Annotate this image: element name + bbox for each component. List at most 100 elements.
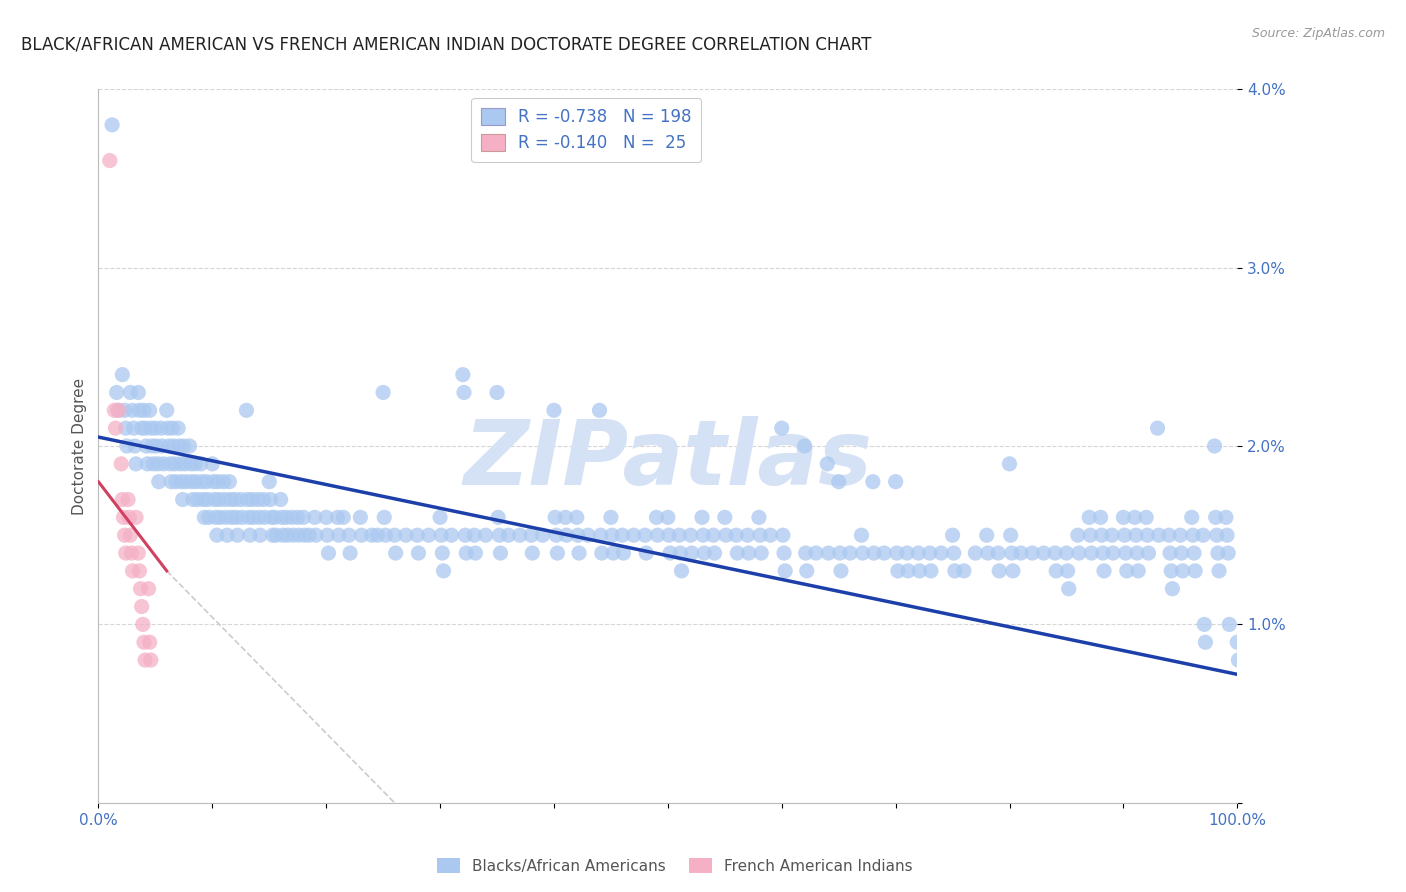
Point [122, 421, 145, 435]
Point [114, 421, 136, 435]
Point [315, 510, 337, 524]
Point [107, 403, 129, 417]
Point [1045, 564, 1067, 578]
Point [1080, 528, 1102, 542]
Point [647, 528, 669, 542]
Point [852, 546, 875, 560]
Point [135, 439, 157, 453]
Point [146, 457, 169, 471]
Point [454, 528, 477, 542]
Point [886, 546, 908, 560]
Point [226, 528, 249, 542]
Point [218, 475, 240, 489]
Point [198, 510, 221, 524]
Point [332, 510, 354, 524]
Point [120, 546, 142, 560]
Point [918, 546, 941, 560]
Point [191, 475, 214, 489]
Point [236, 492, 259, 507]
Point [148, 475, 170, 489]
Point [305, 528, 328, 542]
Point [101, 118, 124, 132]
Point [1215, 510, 1237, 524]
Point [817, 546, 839, 560]
Point [1157, 528, 1180, 542]
Point [132, 635, 155, 649]
Point [737, 528, 759, 542]
Point [453, 385, 475, 400]
Point [138, 582, 160, 596]
Point [839, 546, 862, 560]
Point [977, 546, 1000, 560]
Point [111, 368, 134, 382]
Point [105, 385, 128, 400]
Point [773, 564, 796, 578]
Point [132, 403, 155, 417]
Point [270, 492, 292, 507]
Point [145, 421, 167, 435]
Point [1170, 546, 1192, 560]
Point [138, 403, 160, 417]
Point [276, 510, 298, 524]
Point [1181, 510, 1204, 524]
Point [1115, 564, 1137, 578]
Point [259, 492, 281, 507]
Point [136, 457, 159, 471]
Point [120, 385, 142, 400]
Point [1147, 528, 1170, 542]
Point [205, 528, 228, 542]
Point [156, 403, 179, 417]
Point [180, 457, 202, 471]
Point [288, 528, 311, 542]
Point [156, 421, 179, 435]
Point [1208, 564, 1230, 578]
Point [681, 546, 703, 560]
Point [131, 421, 153, 435]
Point [920, 564, 942, 578]
Point [440, 528, 463, 542]
Point [253, 510, 276, 524]
Y-axis label: Doctorate Degree: Doctorate Degree [72, 377, 87, 515]
Point [749, 546, 772, 560]
Text: BLACK/AFRICAN AMERICAN VS FRENCH AMERICAN INDIAN DOCTORATE DEGREE CORRELATION CH: BLACK/AFRICAN AMERICAN VS FRENCH AMERICA… [21, 36, 872, 54]
Point [690, 510, 713, 524]
Point [486, 385, 509, 400]
Point [212, 475, 235, 489]
Point [259, 475, 281, 489]
Point [1092, 564, 1115, 578]
Point [349, 510, 371, 524]
Point [474, 528, 496, 542]
Point [103, 403, 125, 417]
Point [239, 528, 262, 542]
Point [249, 528, 271, 542]
Point [884, 475, 907, 489]
Point [270, 510, 292, 524]
Point [634, 528, 657, 542]
Point [360, 528, 382, 542]
Point [1067, 546, 1090, 560]
Point [1000, 528, 1022, 542]
Point [240, 492, 263, 507]
Point [111, 492, 134, 507]
Point [738, 546, 761, 560]
Point [1080, 546, 1102, 560]
Point [612, 528, 634, 542]
Point [150, 421, 173, 435]
Point [703, 546, 725, 560]
Point [207, 475, 229, 489]
Point [408, 546, 430, 560]
Point [235, 403, 257, 417]
Point [1054, 546, 1078, 560]
Point [121, 564, 143, 578]
Point [1218, 546, 1240, 560]
Point [520, 528, 543, 542]
Point [1218, 617, 1240, 632]
Point [1102, 546, 1125, 560]
Point [264, 528, 287, 542]
Point [591, 546, 613, 560]
Point [1001, 546, 1024, 560]
Point [127, 546, 149, 560]
Point [828, 546, 851, 560]
Point [132, 617, 155, 632]
Point [430, 528, 453, 542]
